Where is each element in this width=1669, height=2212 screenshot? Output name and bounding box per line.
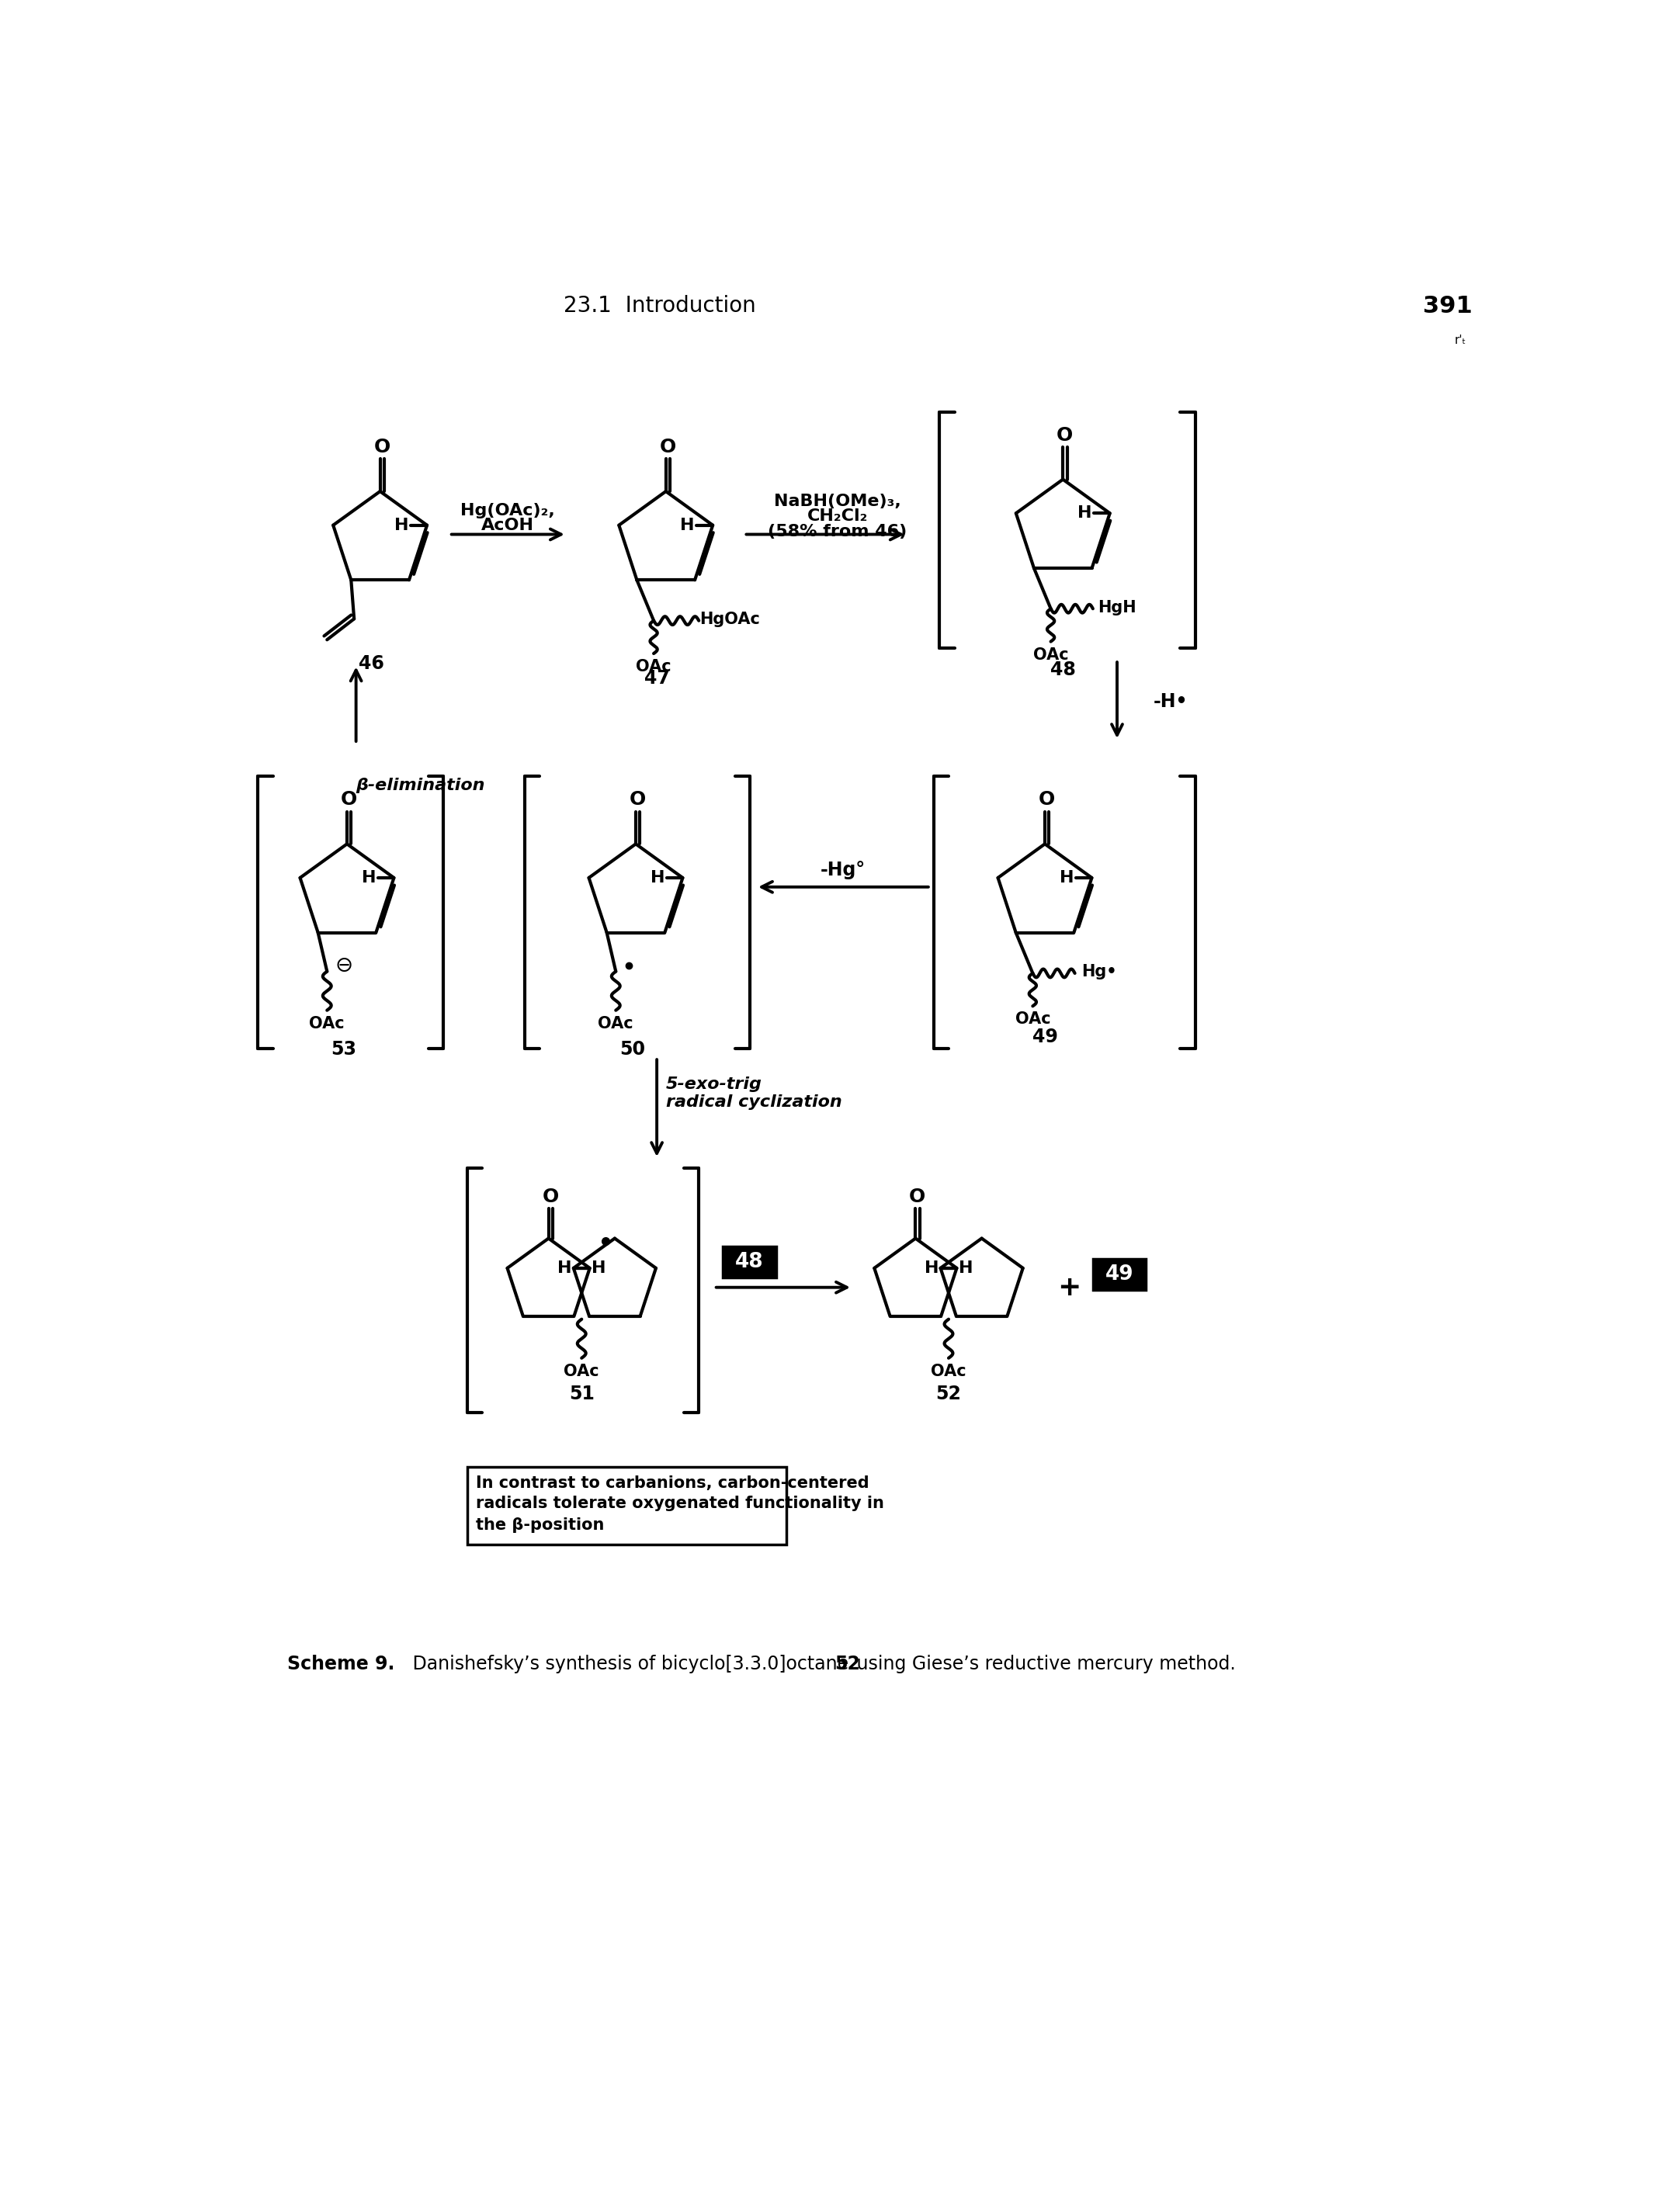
Text: AcOH: AcOH [482,518,534,533]
Text: Scheme 9.: Scheme 9. [287,1655,394,1672]
Bar [723,1248,776,1279]
Text: CH₂Cl₂: CH₂Cl₂ [806,509,868,524]
Text: O: O [374,438,391,456]
Text: 5-exo-trig: 5-exo-trig [666,1077,763,1093]
Text: 50: 50 [619,1040,646,1060]
Text: 23.1  Introduction: 23.1 Introduction [564,294,756,316]
Text: H: H [394,518,409,533]
Bar [467,1467,786,1544]
Text: 49: 49 [1031,1029,1058,1046]
Text: O: O [910,1188,926,1206]
Text: O: O [659,438,676,456]
Text: O: O [1056,427,1073,445]
Text: HgOAc: HgOAc [699,613,761,628]
Text: H: H [651,869,664,885]
Text: OAc: OAc [1015,1011,1050,1026]
Text: 49: 49 [1105,1263,1133,1285]
Bar [1093,1259,1147,1290]
Text: H: H [557,1261,572,1276]
Text: Danishefsky’s synthesis of bicyclo[3.3.0]octane: Danishefsky’s synthesis of bicyclo[3.3.0… [407,1655,855,1672]
Text: 52: 52 [936,1385,961,1402]
Text: Hg•: Hg• [1082,964,1117,980]
Text: radicals tolerate oxygenated functionality in: radicals tolerate oxygenated functionali… [476,1495,885,1511]
Text: 48: 48 [1050,661,1077,679]
Text: radical cyclization: radical cyclization [666,1095,841,1110]
Text: O: O [1038,790,1055,810]
Text: 47: 47 [644,670,669,688]
Text: +: + [1056,1274,1082,1301]
Text: β-elimination: β-elimination [355,779,486,794]
Text: using Giese’s reductive mercury method.: using Giese’s reductive mercury method. [851,1655,1237,1672]
Text: OAc: OAc [636,659,671,675]
Text: 391: 391 [1424,294,1472,316]
Text: HgH: HgH [1098,599,1137,615]
Text: OAc: OAc [931,1363,966,1378]
Text: OAc: OAc [598,1015,634,1031]
Text: O: O [629,790,646,810]
Text: Hg(OAc)₂,: Hg(OAc)₂, [461,502,556,518]
Text: 46: 46 [359,655,384,672]
Text: NaBH(OMe)₃,: NaBH(OMe)₃, [774,493,901,509]
Text: H: H [958,1261,973,1276]
Text: OAc: OAc [1033,646,1068,661]
Text: OAc: OAc [564,1363,599,1378]
Text: H: H [1060,869,1073,885]
Text: r'ₜ: r'ₜ [1454,334,1465,345]
Text: H: H [681,518,694,533]
Text: H: H [591,1261,606,1276]
Text: H: H [362,869,376,885]
Text: ⊖: ⊖ [335,956,352,975]
Text: 51: 51 [569,1385,594,1402]
Text: 52: 52 [834,1655,860,1672]
Text: the β-position: the β-position [476,1517,604,1533]
Text: H: H [925,1261,938,1276]
Text: 53: 53 [330,1040,357,1060]
Text: H: H [1078,507,1092,522]
Text: In contrast to carbanions, carbon-centered: In contrast to carbanions, carbon-center… [476,1475,870,1491]
Text: O: O [340,790,357,810]
Text: 48: 48 [736,1252,764,1272]
Text: -Hg°: -Hg° [821,860,866,880]
Text: -H•: -H• [1153,692,1188,710]
Text: (58% from 46): (58% from 46) [768,524,906,540]
Text: OAc: OAc [309,1015,345,1031]
Text: O: O [542,1188,559,1206]
